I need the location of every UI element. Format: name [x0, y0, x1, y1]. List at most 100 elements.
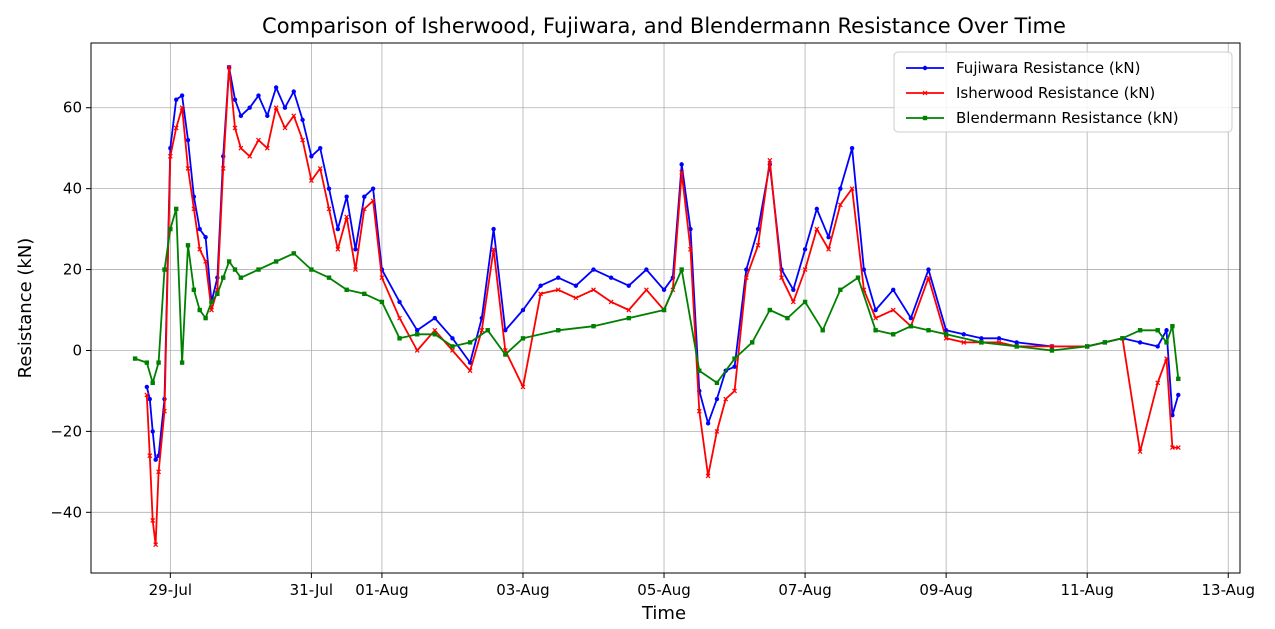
data-point	[291, 251, 296, 256]
data-point	[891, 287, 896, 292]
data-point	[265, 113, 270, 119]
data-point	[1137, 340, 1143, 345]
data-point	[191, 287, 197, 292]
data-point	[491, 226, 496, 232]
data-point	[861, 267, 867, 272]
data-point	[908, 324, 914, 329]
data-point	[144, 392, 150, 398]
data-point	[873, 307, 878, 313]
data-point	[147, 396, 152, 402]
data-point	[1137, 449, 1143, 455]
series-square-group	[132, 206, 1181, 386]
data-point	[791, 287, 796, 292]
legend-label: Fujiwara Resistance (kN)	[956, 59, 1140, 77]
data-point	[644, 267, 649, 272]
data-point	[150, 380, 155, 386]
y-tick-label: 0	[72, 341, 82, 359]
data-point	[379, 275, 385, 281]
data-point	[185, 243, 191, 248]
data-point	[238, 275, 244, 280]
data-point	[479, 327, 485, 333]
data-point	[556, 275, 561, 280]
data-point	[309, 267, 314, 272]
data-point	[238, 145, 244, 151]
data-point	[432, 327, 438, 333]
data-point	[890, 307, 896, 313]
data-point	[256, 267, 261, 272]
data-point	[197, 307, 202, 313]
data-point	[467, 368, 473, 374]
data-point	[162, 267, 167, 272]
data-point	[174, 206, 179, 212]
data-point	[491, 246, 497, 252]
data-point	[432, 315, 438, 321]
x-tick-label: 13-Aug	[1202, 581, 1255, 599]
data-point	[144, 360, 150, 365]
data-point	[814, 206, 820, 212]
data-point	[855, 275, 861, 280]
data-point	[397, 299, 402, 305]
x-tick-label: 03-Aug	[496, 581, 549, 599]
data-point	[979, 336, 984, 341]
data-point	[643, 287, 649, 293]
data-point	[837, 202, 843, 208]
x-axis: 29-Jul 31-Jul 01-Aug 03-Aug 05-Aug 07-Aug 09-A…	[149, 573, 1255, 599]
data-point	[714, 396, 720, 402]
data-point	[397, 336, 402, 341]
data-point	[273, 259, 279, 264]
data-point	[144, 384, 150, 390]
data-point	[591, 287, 596, 293]
data-point	[273, 85, 279, 90]
data-point	[732, 388, 737, 394]
legend-box	[893, 51, 1233, 133]
legend-label: Blendermann Resistance (kN)	[956, 109, 1179, 127]
data-point	[767, 307, 773, 313]
data-point	[849, 186, 855, 192]
data-point	[291, 89, 296, 94]
data-point	[232, 97, 238, 102]
data-point	[197, 246, 203, 252]
data-point	[926, 267, 931, 272]
data-point	[1164, 340, 1169, 345]
data-point	[247, 153, 253, 159]
data-point	[162, 408, 167, 414]
data-point	[1155, 380, 1161, 386]
data-point	[503, 352, 508, 357]
data-point	[705, 421, 711, 426]
data-point	[150, 429, 155, 434]
legend-marker	[922, 115, 928, 121]
plot-frame	[90, 42, 1241, 574]
data-point	[232, 125, 238, 131]
data-point	[873, 315, 879, 321]
data-point	[1164, 328, 1169, 333]
data-point	[1049, 344, 1055, 349]
data-point	[209, 299, 214, 305]
data-point	[926, 328, 931, 333]
data-point	[153, 542, 159, 548]
data-point	[996, 336, 1002, 341]
data-point	[779, 275, 784, 281]
data-point	[802, 299, 808, 305]
data-point	[191, 206, 197, 212]
x-tick-label: 31-Jul	[290, 581, 333, 599]
data-point	[714, 380, 720, 386]
data-point	[744, 267, 749, 272]
data-point	[826, 234, 831, 240]
data-point	[520, 336, 526, 341]
data-point	[1120, 336, 1125, 341]
data-point	[326, 275, 332, 280]
data-point	[203, 234, 208, 240]
data-point	[467, 340, 473, 345]
data-point	[1084, 344, 1090, 349]
data-point	[1014, 340, 1019, 345]
data-point	[344, 287, 349, 292]
data-point	[767, 157, 773, 163]
data-point	[626, 283, 631, 288]
data-point	[362, 194, 367, 199]
data-point	[1137, 328, 1143, 333]
data-point	[696, 408, 702, 414]
data-point	[185, 165, 191, 171]
data-point	[179, 360, 185, 365]
data-point	[282, 105, 288, 110]
